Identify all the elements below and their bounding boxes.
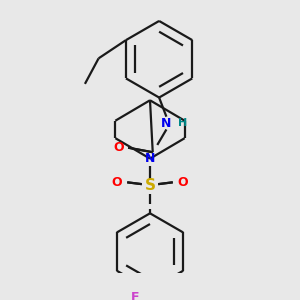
- Text: O: O: [112, 176, 122, 189]
- Text: O: O: [114, 141, 124, 154]
- Text: N: N: [161, 117, 172, 130]
- Text: S: S: [145, 178, 155, 194]
- Text: F: F: [131, 291, 140, 300]
- Text: O: O: [178, 176, 188, 189]
- Text: H: H: [178, 118, 188, 128]
- Text: N: N: [145, 152, 155, 165]
